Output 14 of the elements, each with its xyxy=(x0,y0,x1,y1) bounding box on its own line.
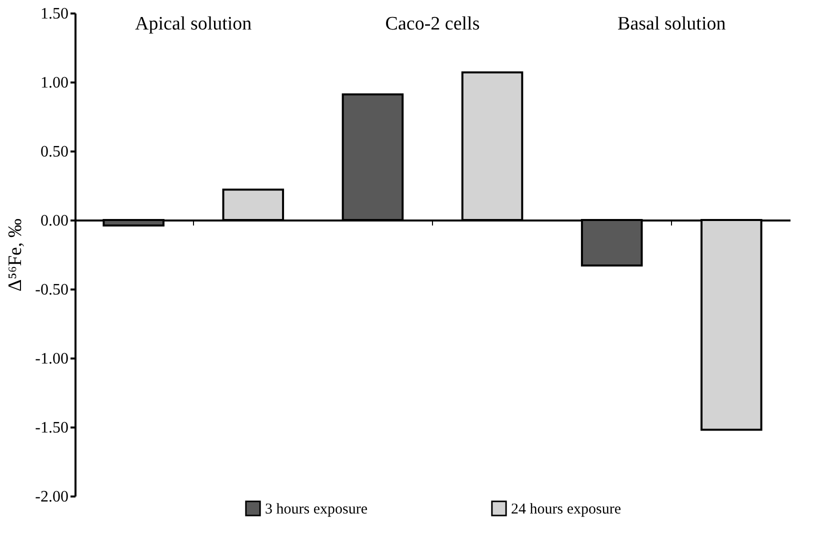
x-tick-label: Basal solution xyxy=(618,14,726,34)
y-tick-label: -1.00 xyxy=(35,350,68,368)
y-tick-label: 1.00 xyxy=(40,74,68,92)
y-tick-label: 1.50 xyxy=(40,6,68,22)
x-tick-label: Caco-2 cells xyxy=(385,14,480,34)
y-tick-label: 0.00 xyxy=(40,212,68,230)
y-tick-label: -2.00 xyxy=(35,488,68,506)
y-tick-label: -0.50 xyxy=(35,282,68,298)
y-tick-label: -1.50 xyxy=(35,420,68,436)
legend-label: 3 hours exposure xyxy=(265,501,368,518)
y-axis-title: Δ⁵⁶Fe, ‰ xyxy=(5,218,26,292)
x-tick-label: Apical solution xyxy=(135,14,252,34)
y-tick-label: 0.50 xyxy=(40,144,68,160)
legend-label: 24 hours exposure xyxy=(511,501,622,518)
